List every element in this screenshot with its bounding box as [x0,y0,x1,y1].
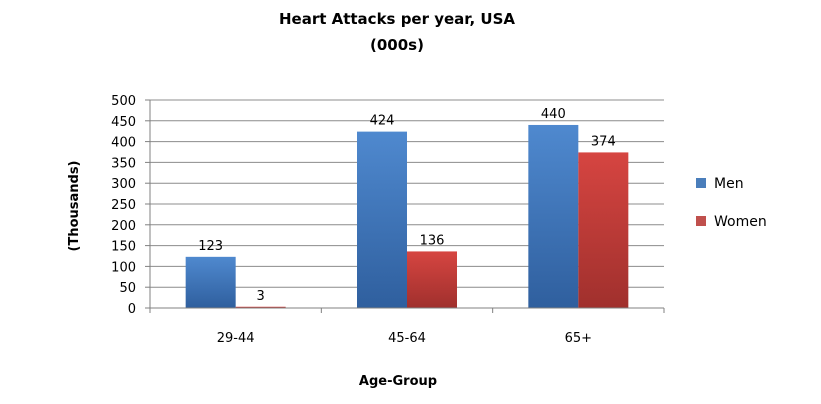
y-tick-label: 400 [111,136,136,151]
chart-subtitle: (000s) [370,36,424,54]
y-tick-label: 250 [111,198,136,213]
legend-label-men: Men [714,176,744,192]
bar-women-29-44 [235,306,286,308]
data-label: 440 [541,107,566,122]
y-tick-label: 300 [111,177,136,192]
legend: Men Women [696,176,767,230]
data-label: 3 [257,289,265,304]
y-tick-label: 100 [111,260,136,275]
y-axis-ticks: 0 50 100 150 200 250 300 350 400 450 500 [111,94,150,317]
bar-men-45-64 [357,131,407,308]
y-tick-label: 450 [111,115,136,130]
y-tick-label: 200 [111,219,136,234]
bar-women-45-64 [407,251,457,308]
data-label: 123 [198,239,223,254]
data-labels: 123 3 424 136 440 374 [198,107,615,304]
x-tick-label: 45-64 [388,331,426,346]
bars [185,124,629,309]
bar-women-65+ [578,152,629,308]
chart-title: Heart Attacks per year, USA [279,10,515,28]
bar-men-65+ [528,124,579,309]
x-tick-label: 65+ [565,331,592,346]
legend-label-women: Women [714,214,767,230]
y-tick-label: 150 [111,240,136,255]
y-tick-label: 500 [111,94,136,109]
y-tick-label: 50 [119,281,136,296]
x-tick-label: 29-44 [217,331,255,346]
y-tick-label: 350 [111,156,136,171]
x-axis-title: Age-Group [359,374,437,389]
y-tick-label: 0 [128,302,136,317]
bar-men-29-44 [185,256,236,308]
x-axis-ticks: 29-44 45-64 65+ [149,308,665,346]
data-label: 424 [370,114,395,129]
data-label: 136 [420,233,445,248]
data-label: 374 [591,134,616,149]
legend-swatch-women [696,216,706,226]
legend-swatch-men [696,178,706,188]
y-axis-title: (Thousands) [67,161,82,252]
